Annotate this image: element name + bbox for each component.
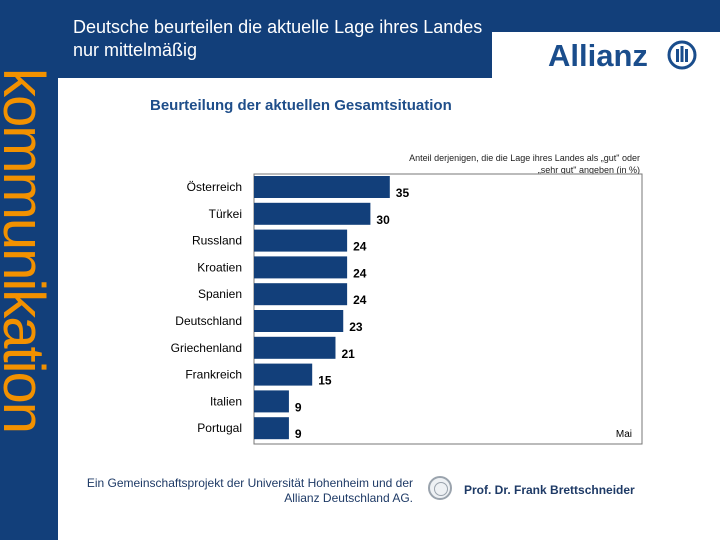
data-label: 24 (353, 266, 367, 280)
university-seal-icon (428, 476, 452, 500)
data-label: 15 (318, 374, 332, 388)
data-label: 9 (295, 400, 302, 414)
bar (254, 256, 348, 279)
category-label: Frankreich (185, 368, 242, 382)
data-label: 35 (396, 186, 410, 200)
category-label: Portugal (197, 421, 242, 435)
category-label: Deutschland (175, 314, 242, 328)
category-label: Kroatien (197, 260, 242, 274)
category-label: Spanien (198, 287, 242, 301)
side-bar: kommunikation (0, 68, 58, 540)
category-label: Griechenland (171, 341, 242, 355)
bar (254, 283, 348, 306)
category-label: Russland (192, 234, 242, 248)
footer-box (58, 468, 423, 508)
bar (254, 336, 336, 359)
vertical-brand-word: kommunikation (0, 68, 56, 433)
bar (254, 390, 289, 413)
data-label: 30 (376, 213, 390, 227)
bar (254, 229, 348, 252)
data-label: 24 (353, 240, 367, 254)
category-label: Türkei (209, 207, 242, 221)
data-label: 21 (341, 347, 355, 361)
legend-label: Mai (616, 429, 632, 440)
category-label: Italien (210, 394, 242, 408)
footer-project-text: Ein Gemeinschaftsprojekt der Universität… (86, 476, 413, 505)
page-number: 4 (691, 520, 698, 532)
bar (254, 363, 313, 386)
data-label: 24 (353, 293, 367, 307)
bar (254, 202, 371, 225)
bar (254, 176, 390, 198)
allianz-logo-icon (667, 40, 697, 70)
footer-author: Prof. Dr. Frank Brettschneider (464, 483, 635, 497)
bar (254, 417, 289, 440)
chart-note: Anteil derjenigen, die die Lage ihres La… (409, 153, 640, 175)
page-title: Deutsche beurteilen die aktuelle Lage ih… (73, 17, 483, 60)
allianz-logo-text: Allianz (548, 38, 648, 73)
data-label: 23 (349, 320, 363, 334)
bar (254, 310, 344, 332)
chart-subtitle: Beurteilung der aktuellen Gesamtsituatio… (150, 97, 452, 114)
category-label: Österreich (187, 180, 242, 194)
data-label: 9 (295, 427, 302, 441)
